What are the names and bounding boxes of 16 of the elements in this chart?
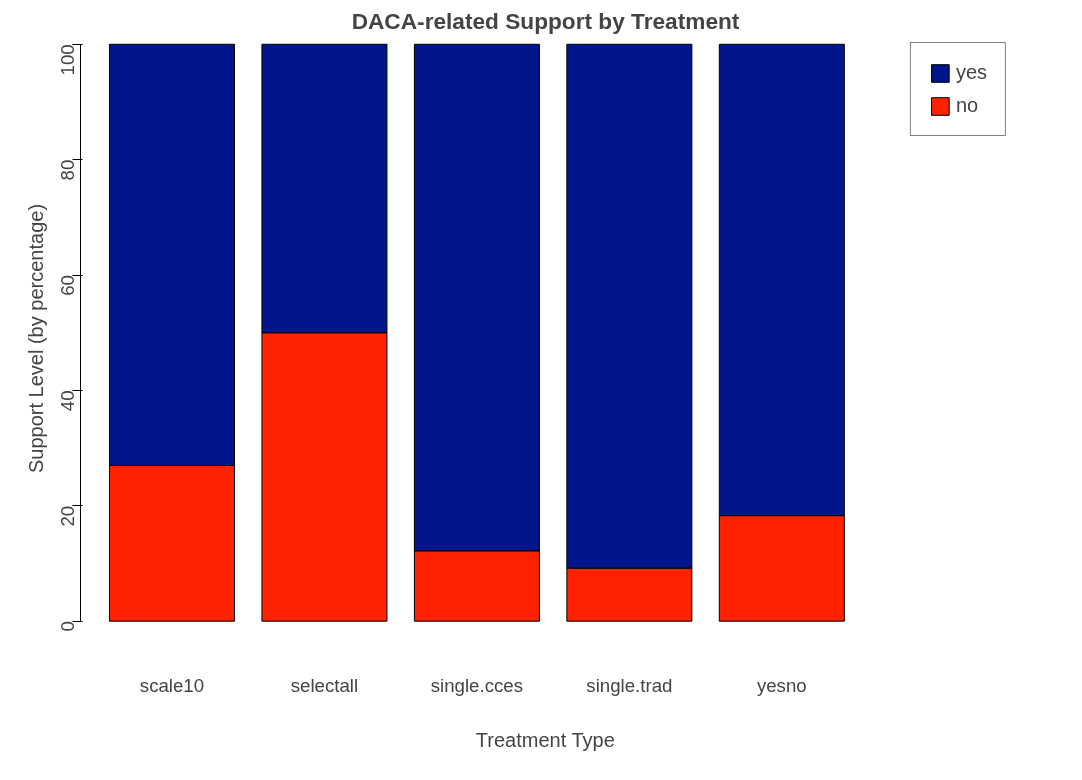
- y-tick-label: 20: [57, 505, 78, 527]
- y-tick-label: 40: [57, 390, 78, 412]
- y-tick-label: 100: [57, 44, 78, 76]
- x-axis-title: Treatment Type: [475, 728, 615, 751]
- chart-title: DACA-related Support by Treatment: [351, 7, 740, 34]
- x-tick-label: selectall: [290, 674, 359, 696]
- y-tick-label: 60: [57, 275, 78, 296]
- legend-label: yes: [955, 61, 987, 84]
- x-tick-label: scale10: [139, 674, 205, 696]
- y-tick-label: 80: [57, 159, 78, 181]
- x-tick-label: single.trad: [586, 674, 673, 696]
- y-tick-label: 0: [57, 621, 78, 632]
- y-axis-title: Support Level (by percentage): [24, 203, 47, 474]
- x-tick-label: single.cces: [430, 674, 524, 696]
- x-tick-label: yesno: [756, 674, 807, 696]
- legend-label: no: [955, 94, 979, 117]
